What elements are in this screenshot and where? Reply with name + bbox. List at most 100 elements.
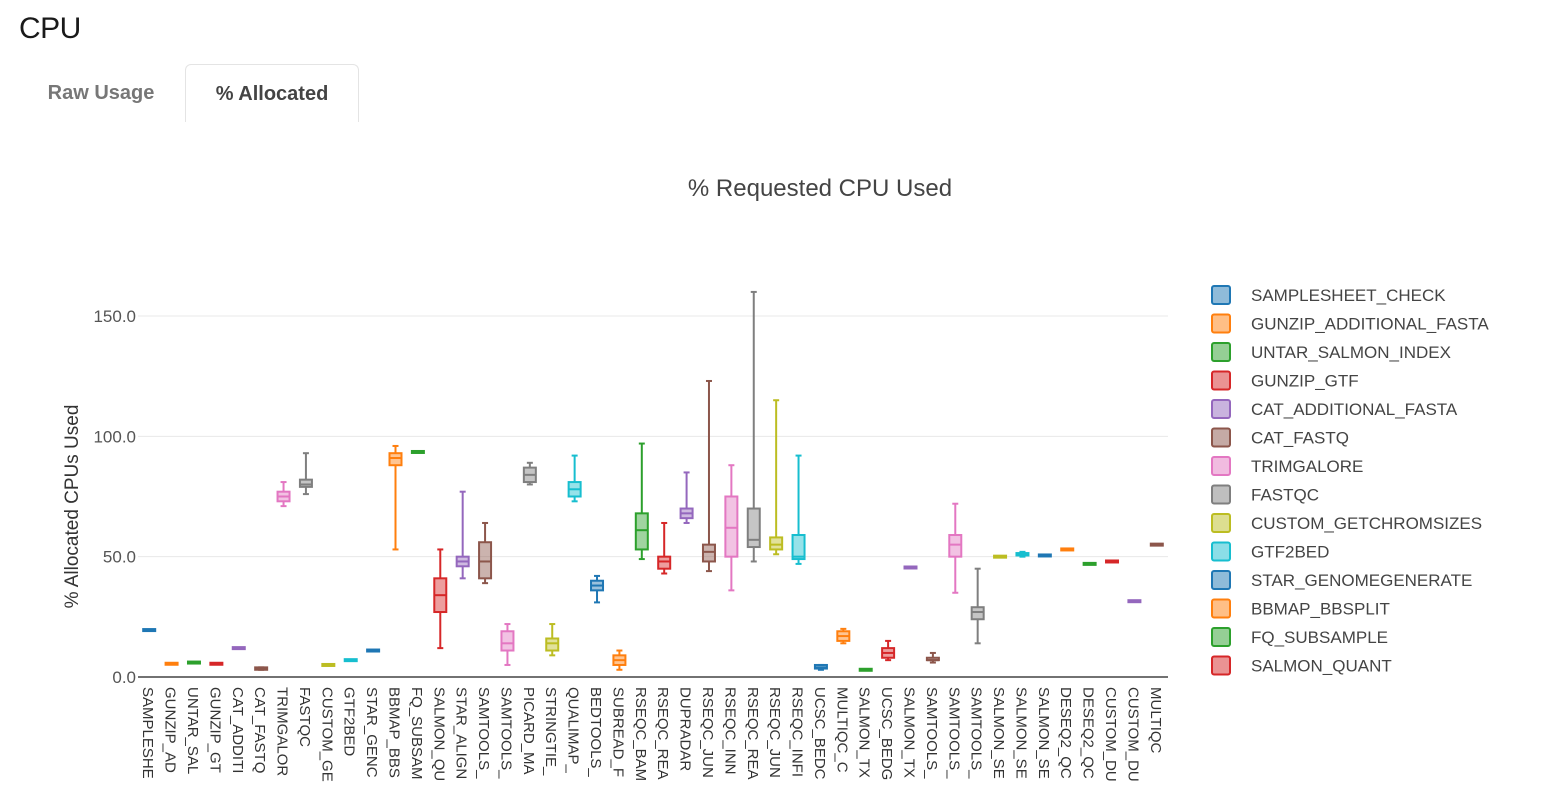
legend-swatch	[1211, 513, 1231, 533]
legend-item[interactable]: GUNZIP_GTF	[1211, 370, 1359, 391]
box-iqr	[545, 637, 560, 652]
box-samtools-[interactable]	[925, 651, 940, 664]
box-rseqc-rea[interactable]	[657, 521, 672, 575]
legend-item[interactable]: CUSTOM_GETCHROMSIZES	[1211, 513, 1482, 533]
box-gtf2bed[interactable]	[343, 658, 358, 663]
box-salmon-se[interactable]	[993, 554, 1008, 559]
box-samtools-[interactable]	[970, 567, 985, 645]
x-tick-label: SALMON_TX	[901, 687, 918, 778]
box-rseqc-jun[interactable]	[701, 379, 716, 573]
legend-item[interactable]: FASTQC	[1211, 484, 1319, 505]
x-tick-label: GUNZIP_GT	[206, 687, 223, 773]
legend-item[interactable]: GTF2BED	[1211, 541, 1329, 562]
legend-item[interactable]: BBMAP_BBSPLIT	[1211, 598, 1390, 619]
tab-percent-allocated[interactable]: % Allocated	[185, 64, 359, 122]
legend-item[interactable]: TRIMGALORE	[1211, 456, 1363, 476]
x-axis-ticks: SAMPLESHE GUNZIP_AD UNTAR_SAL GUNZIP_GT CAT_…	[139, 687, 1164, 782]
box-fq-subsam[interactable]	[410, 449, 425, 454]
box-salmon-se[interactable]	[1037, 553, 1052, 558]
box-dupradar[interactable]	[679, 471, 694, 524]
x-tick-label: BBMAP_BBS	[386, 687, 403, 778]
box-rseqc-rea[interactable]	[746, 290, 761, 563]
box-sampleshe[interactable]	[142, 628, 157, 633]
legend-label: FQ_SUBSAMPLE	[1251, 628, 1388, 647]
legend-label: FASTQC	[1251, 486, 1319, 505]
legend-item[interactable]: CAT_FASTQ	[1211, 427, 1349, 448]
box-rseqc-infi[interactable]	[791, 454, 806, 565]
legend-item[interactable]: SALMON_QUANT	[1211, 655, 1392, 676]
box-custom-ge[interactable]	[321, 662, 336, 667]
grid-lines	[138, 315, 1168, 678]
legend-swatch	[1211, 484, 1231, 505]
box-multiqc-c[interactable]	[836, 627, 851, 645]
box-samtools-[interactable]	[478, 521, 493, 585]
box-iqr	[769, 536, 784, 551]
legend-item[interactable]: SAMPLESHEET_CHECK	[1211, 285, 1446, 305]
box-salmon-qu[interactable]	[433, 548, 448, 650]
x-tick-label: UCSC_BEDG	[878, 687, 895, 780]
box-deseq2-qc[interactable]	[1082, 561, 1097, 566]
x-tick-label: CUSTOM_DU	[1124, 687, 1141, 782]
legend-item[interactable]: GUNZIP_ADDITIONAL_FASTA	[1211, 313, 1489, 334]
box-untar-sal[interactable]	[186, 660, 201, 665]
legend-label: CAT_FASTQ	[1251, 429, 1349, 448]
legend-item[interactable]: FQ_SUBSAMPLE	[1211, 627, 1388, 647]
legend-item[interactable]: UNTAR_SALMON_INDEX	[1211, 342, 1451, 362]
box-samtools-[interactable]	[500, 623, 515, 666]
y-tick-label: 50.0	[103, 548, 136, 567]
box-bbmap-bbs[interactable]	[388, 444, 403, 551]
box-custom-du[interactable]	[1105, 559, 1120, 564]
box-bedtools-[interactable]	[590, 574, 605, 604]
x-tick-label: STAR_ALIGN	[453, 687, 470, 779]
box-stringtie-[interactable]	[545, 623, 560, 657]
chart-title: % Requested CPU Used	[688, 175, 952, 202]
y-tick-label: 150.0	[93, 307, 136, 326]
legend-label: GUNZIP_GTF	[1251, 372, 1359, 391]
box-salmon-tx[interactable]	[903, 565, 918, 570]
box-salmon-tx[interactable]	[858, 667, 873, 672]
box-iqr	[791, 534, 806, 561]
box-ucsc-bedc[interactable]	[813, 663, 828, 671]
legend-label: TRIMGALORE	[1251, 457, 1363, 476]
legend-item[interactable]: CAT_ADDITIONAL_FASTA	[1211, 399, 1458, 419]
box-trimgalor[interactable]	[276, 481, 291, 508]
box-rseqc-jun[interactable]	[769, 399, 784, 556]
legend-label: CAT_ADDITIONAL_FASTA	[1251, 400, 1458, 419]
legend-label: GUNZIP_ADDITIONAL_FASTA	[1251, 315, 1489, 334]
box-picard-ma[interactable]	[522, 461, 537, 486]
box-star-align[interactable]	[455, 490, 470, 580]
box-cat-fastq[interactable]	[254, 666, 269, 671]
box-samtools-[interactable]	[948, 502, 963, 594]
box-fastqc[interactable]	[298, 452, 313, 496]
box-subread-f[interactable]	[612, 649, 627, 671]
y-axis-ticks: 0.0 50.0 100.0 150.0	[93, 307, 136, 687]
x-tick-label: SALMON_SE	[1035, 687, 1052, 779]
box-cat-additi[interactable]	[231, 646, 246, 651]
box-multiqc[interactable]	[1149, 542, 1164, 547]
x-tick-label: SAMTOOLS_	[968, 687, 985, 779]
x-tick-label: STAR_GENC	[363, 687, 380, 778]
legend-swatch	[1211, 399, 1231, 419]
box-qualimap-[interactable]	[567, 454, 582, 503]
box-iqr	[478, 541, 493, 580]
legend-item[interactable]: STAR_GENOMEGENERATE	[1211, 570, 1472, 590]
box-iqr	[657, 555, 672, 570]
tab-raw-usage[interactable]: Raw Usage	[47, 82, 155, 104]
box-iqr	[701, 543, 716, 563]
box-star-genc[interactable]	[366, 648, 381, 653]
box-gunzip-gt[interactable]	[209, 661, 224, 666]
box-rseqc-bam[interactable]	[634, 442, 649, 561]
x-tick-label: CAT_FASTQ	[251, 687, 268, 773]
x-tick-label: DUPRADAR	[677, 687, 694, 771]
legend-label: BBMAP_BBSPLIT	[1251, 600, 1390, 619]
box-custom-du[interactable]	[1127, 599, 1142, 604]
box-gunzip-ad[interactable]	[164, 661, 179, 666]
box-deseq2-qc[interactable]	[1060, 547, 1075, 552]
legend-label: GTF2BED	[1251, 543, 1329, 562]
x-tick-label: DESEQ2_QC	[1080, 687, 1097, 779]
y-axis-title: % Allocated CPUs Used	[62, 405, 83, 609]
box-rseqc-inn[interactable]	[724, 464, 739, 592]
legend-swatch	[1211, 427, 1231, 448]
box-ucsc-bedg[interactable]	[881, 639, 896, 662]
box-salmon-se[interactable]	[1015, 550, 1030, 558]
